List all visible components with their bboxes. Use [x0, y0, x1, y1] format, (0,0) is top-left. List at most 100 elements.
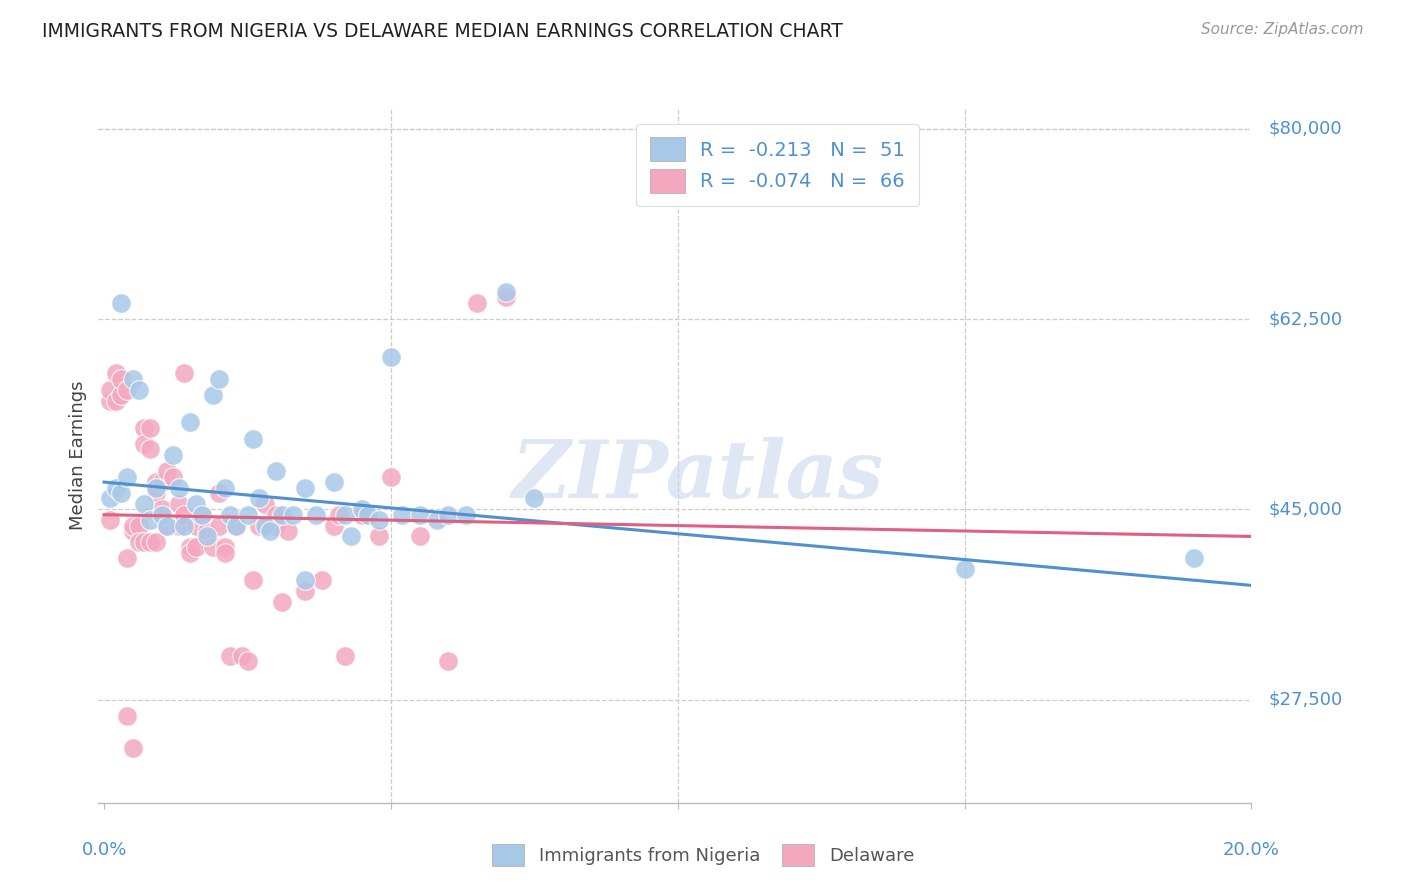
Point: [184, 541, 207, 555]
Point: [162, 469, 184, 483]
Point: [294, 481, 316, 495]
Point: [311, 573, 333, 587]
Point: [495, 290, 517, 304]
Point: [145, 534, 167, 549]
Point: [179, 415, 201, 429]
Point: [214, 546, 236, 560]
Point: [173, 367, 195, 381]
Point: [145, 486, 167, 500]
Point: [167, 518, 190, 533]
Point: [271, 508, 294, 522]
Point: [190, 508, 212, 522]
Point: [236, 655, 259, 669]
Point: [242, 432, 264, 446]
Point: [214, 541, 236, 555]
Point: [150, 475, 173, 489]
Point: [156, 464, 179, 478]
Point: [277, 524, 299, 538]
Point: [145, 475, 167, 489]
Point: [322, 475, 344, 489]
Point: [1182, 551, 1205, 566]
Point: [208, 372, 231, 386]
Point: [454, 508, 477, 522]
Point: [465, 295, 488, 310]
Point: [110, 486, 132, 500]
Point: [437, 655, 460, 669]
Point: [134, 534, 156, 549]
Point: [139, 421, 162, 435]
Point: [150, 502, 173, 516]
Point: [340, 529, 363, 543]
Point: [190, 508, 212, 522]
Point: [128, 518, 150, 533]
Point: [150, 508, 173, 522]
Point: [98, 393, 121, 408]
Point: [253, 518, 276, 533]
Point: [368, 513, 391, 527]
Point: [225, 518, 247, 533]
Point: [115, 551, 138, 566]
Point: [380, 469, 402, 483]
Point: [208, 518, 231, 533]
Point: [139, 442, 162, 457]
Point: [357, 508, 380, 522]
Point: [104, 393, 127, 408]
Point: [110, 295, 132, 310]
Text: $80,000: $80,000: [1268, 120, 1343, 137]
Point: [98, 383, 121, 397]
Text: 0.0%: 0.0%: [82, 841, 127, 859]
Point: [139, 534, 162, 549]
Point: [121, 524, 143, 538]
Text: $62,500: $62,500: [1268, 310, 1343, 328]
Point: [225, 518, 247, 533]
Point: [264, 508, 287, 522]
Point: [98, 491, 121, 506]
Point: [184, 497, 207, 511]
Point: [167, 497, 190, 511]
Point: [121, 518, 143, 533]
Point: [156, 518, 179, 533]
Point: [236, 508, 259, 522]
Legend: Immigrants from Nigeria, Delaware: Immigrants from Nigeria, Delaware: [479, 831, 927, 879]
Point: [173, 508, 195, 522]
Point: [264, 518, 287, 533]
Text: $45,000: $45,000: [1268, 500, 1343, 518]
Text: 20.0%: 20.0%: [1223, 841, 1279, 859]
Point: [253, 497, 276, 511]
Point: [322, 518, 344, 533]
Point: [173, 518, 195, 533]
Point: [110, 388, 132, 402]
Point: [391, 508, 413, 522]
Point: [208, 486, 231, 500]
Point: [242, 573, 264, 587]
Point: [202, 388, 225, 402]
Point: [352, 508, 374, 522]
Point: [134, 437, 156, 451]
Point: [162, 448, 184, 462]
Point: [408, 529, 430, 543]
Point: [408, 508, 430, 522]
Point: [247, 518, 270, 533]
Point: [145, 481, 167, 495]
Point: [115, 708, 138, 723]
Point: [156, 518, 179, 533]
Point: [202, 541, 225, 555]
Point: [134, 421, 156, 435]
Point: [219, 648, 242, 663]
Point: [98, 513, 121, 527]
Point: [368, 529, 391, 543]
Point: [128, 383, 150, 397]
Point: [115, 383, 138, 397]
Y-axis label: Median Earnings: Median Earnings: [69, 380, 87, 530]
Text: $27,500: $27,500: [1268, 690, 1343, 708]
Point: [231, 648, 253, 663]
Point: [247, 491, 270, 506]
Point: [426, 513, 449, 527]
Point: [115, 469, 138, 483]
Point: [271, 595, 294, 609]
Point: [352, 502, 374, 516]
Point: [214, 481, 236, 495]
Point: [121, 741, 143, 756]
Text: ZIPatlas: ZIPatlas: [512, 437, 884, 515]
Point: [283, 508, 305, 522]
